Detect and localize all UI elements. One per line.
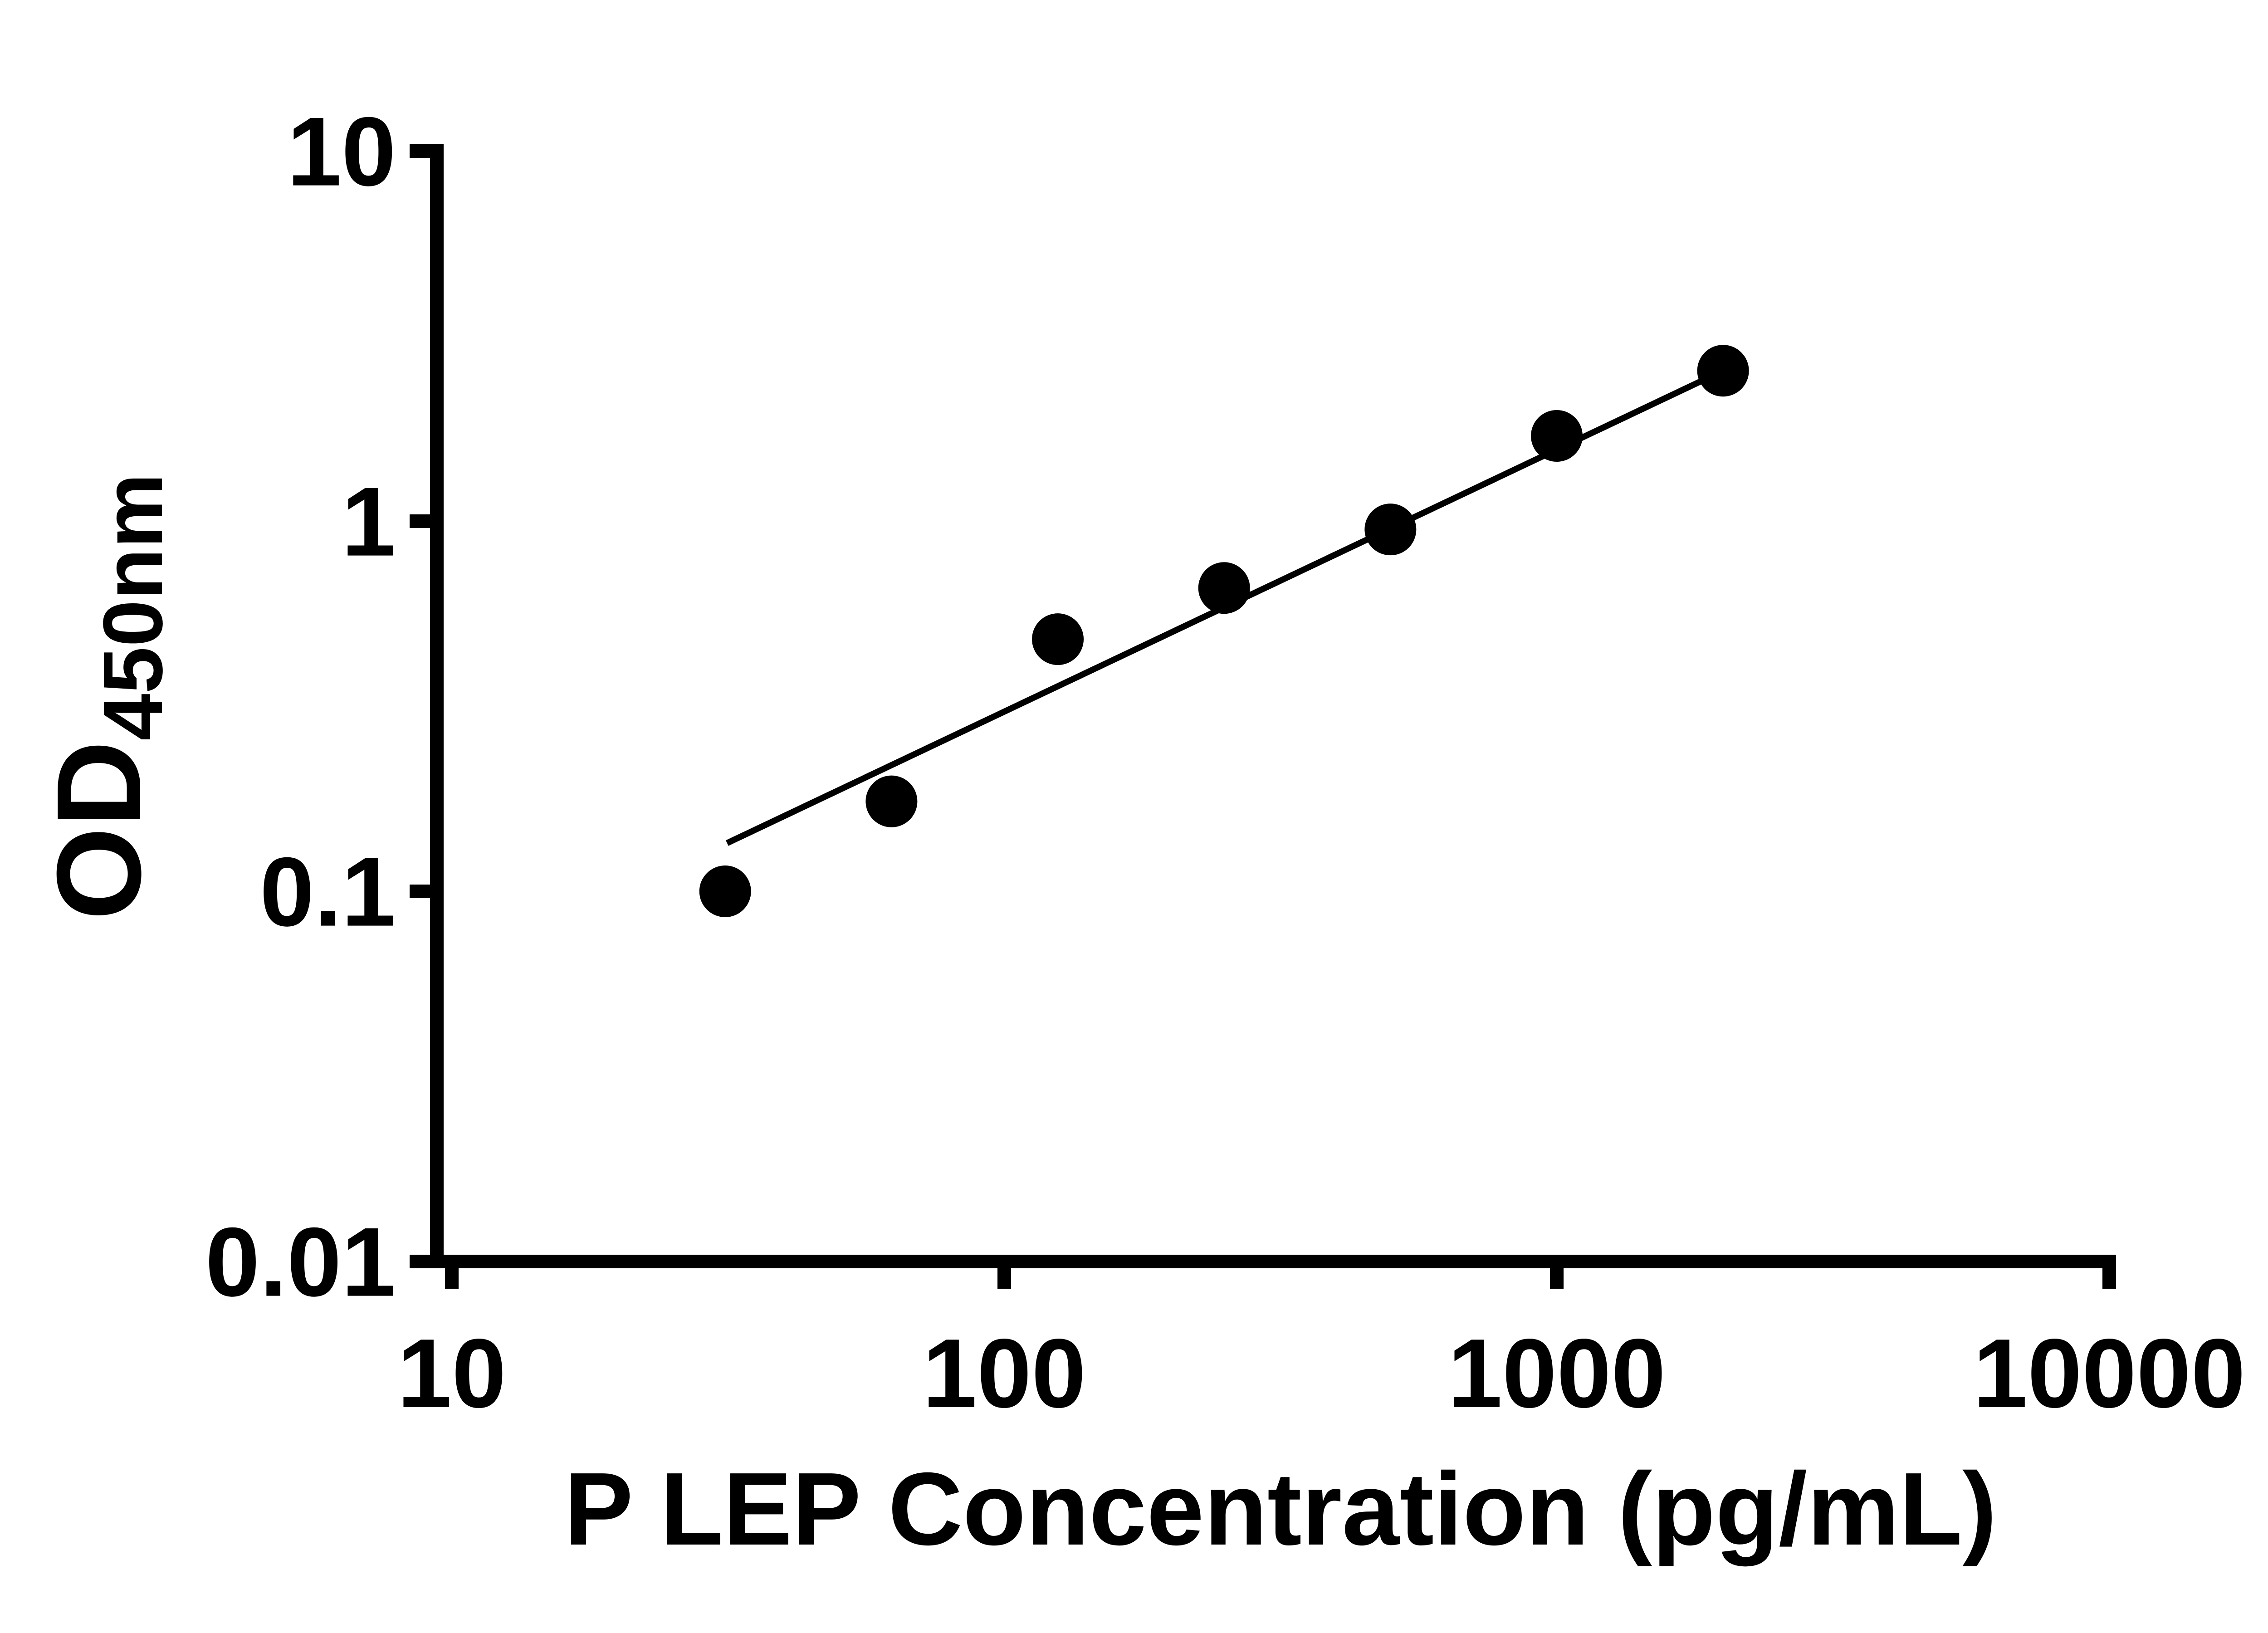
y-axis-title-main: OD xyxy=(32,741,166,920)
x-axis-title: P LEP Concentration (pg/mL) xyxy=(564,1452,1997,1567)
x-tick-label: 10000 xyxy=(1973,1318,2246,1428)
data-point-group xyxy=(699,345,1749,917)
data-point xyxy=(699,865,751,917)
data-point xyxy=(1364,504,1417,556)
y-tick-label: 10 xyxy=(287,97,396,206)
axis-lines xyxy=(430,144,2116,1268)
y-tick-label: 0.01 xyxy=(205,1207,396,1317)
x-tick-label: 100 xyxy=(923,1318,1086,1428)
y-axis-ticks: 0.01 0.1 1 10 xyxy=(205,97,437,1317)
data-point xyxy=(1198,562,1250,614)
y-axis-title: OD450nm xyxy=(32,473,180,920)
x-axis-ticks: 10 100 1000 10000 xyxy=(397,1261,2245,1428)
y-axis-title-subscript: 450nm xyxy=(86,473,180,740)
data-point xyxy=(865,775,918,827)
y-tick-label: 0.1 xyxy=(260,837,396,947)
x-tick-label: 10 xyxy=(397,1318,506,1428)
axis-spine xyxy=(430,144,2116,1268)
data-point xyxy=(1032,613,1084,665)
data-point xyxy=(1697,345,1749,397)
data-point xyxy=(1531,410,1583,462)
x-tick-label: 1000 xyxy=(1448,1318,1666,1428)
y-tick-label: 1 xyxy=(342,467,396,577)
